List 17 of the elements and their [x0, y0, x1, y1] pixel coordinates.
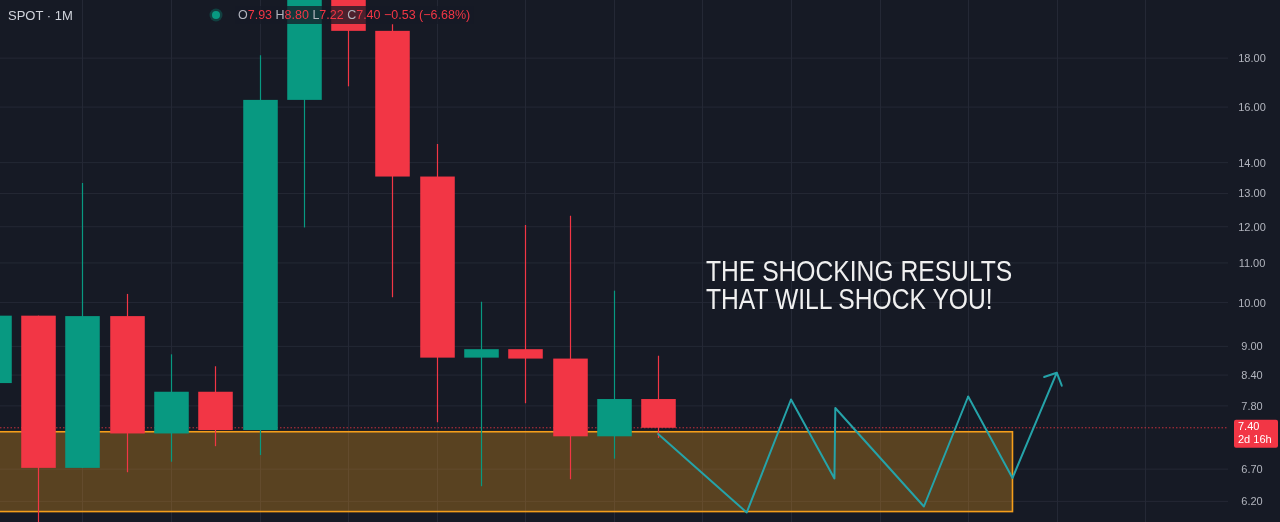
y-tick-label: 14.00 — [1238, 156, 1266, 169]
ref-line-label: 7.40 2d 16h — [1238, 419, 1272, 445]
annotation: THE SHOCKING RESULTS THAT WILL SHOCK YOU! — [706, 255, 1013, 316]
y-tick-label: 12.00 — [1238, 220, 1266, 233]
y-tick-label: 6.70 — [1241, 463, 1263, 476]
y-tick-label: 7.80 — [1241, 399, 1263, 412]
y-tick-label: 6.20 — [1241, 495, 1263, 508]
text: SPOT · 1M — [8, 7, 73, 23]
y-tick-label: 11.00 — [1238, 256, 1266, 269]
y-tick-label: 16.00 — [1238, 101, 1266, 114]
y-tick-label: 8.40 — [1241, 369, 1263, 382]
y-tick-label: 13.00 — [1238, 187, 1266, 200]
candlestick — [464, 301, 499, 487]
y-tick-label: 18.00 — [1238, 52, 1266, 65]
y-tick-label: 9.00 — [1241, 340, 1263, 353]
y-tick-label: 10.00 — [1238, 296, 1266, 309]
annotation: O7.93 H8.80 L7.22 C7.40 −0.53 (−6.68%) — [238, 8, 471, 22]
